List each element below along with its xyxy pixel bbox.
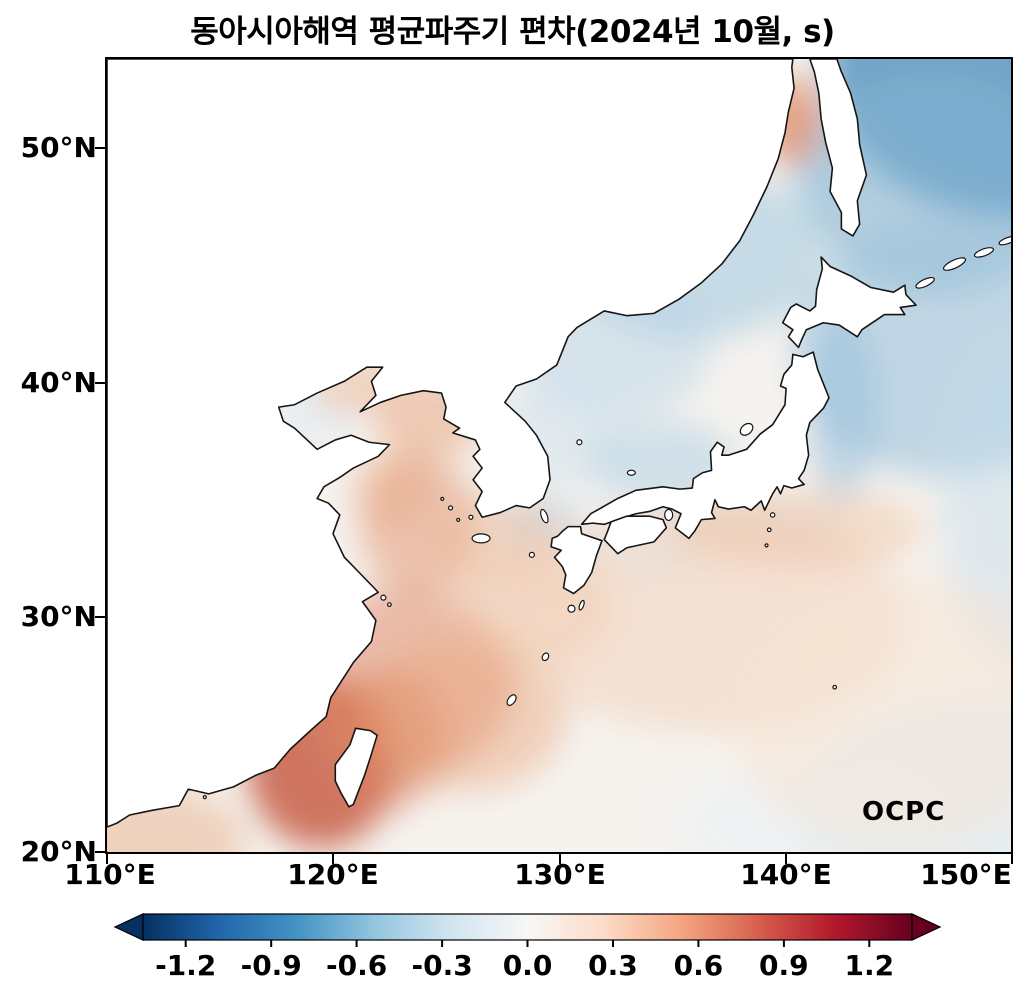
island-izu-1 bbox=[769, 512, 776, 518]
ytick-20n bbox=[95, 851, 105, 853]
xtick-label-120e: 120°E bbox=[287, 858, 379, 891]
xtick-label-140e: 140°E bbox=[740, 858, 832, 891]
xtick-label-130e: 130°E bbox=[514, 858, 606, 891]
island-yakushima bbox=[567, 604, 576, 613]
island-okinawa bbox=[506, 694, 517, 706]
xtick-120e bbox=[332, 854, 334, 864]
xtick-110e bbox=[106, 854, 108, 864]
island-oki bbox=[626, 469, 636, 476]
island-ogasawara bbox=[832, 684, 838, 690]
colorbar bbox=[112, 913, 942, 953]
island-kuril-3 bbox=[973, 247, 995, 258]
island-izu-3 bbox=[764, 543, 769, 548]
coastline-sakhalin bbox=[809, 59, 868, 237]
cbar-label-neg0_3: -0.3 bbox=[411, 949, 473, 982]
cbar-label-0_6: 0.6 bbox=[673, 949, 724, 982]
island-amami bbox=[541, 652, 550, 662]
colorbar-right-arrow bbox=[911, 913, 942, 941]
ytick-30n bbox=[95, 616, 105, 618]
xtick-140e bbox=[785, 854, 787, 864]
ytick-label-30n: 30°N bbox=[20, 600, 97, 633]
colorbar-ticks bbox=[184, 940, 871, 947]
island-ulleungdo bbox=[576, 439, 583, 446]
xtick-150e bbox=[1011, 854, 1013, 864]
island-sado bbox=[739, 422, 754, 436]
xtick-130e bbox=[559, 854, 561, 864]
island-korea-sw-1 bbox=[447, 505, 454, 511]
island-zhoushan-1 bbox=[380, 594, 387, 601]
xtick-label-150e: 150°E bbox=[920, 858, 1012, 891]
ytick-50n bbox=[95, 147, 105, 149]
island-kuril-1 bbox=[915, 276, 935, 289]
island-korea-sw-3 bbox=[456, 517, 461, 522]
map-canvas bbox=[107, 59, 1011, 852]
cbar-label-0_9: 0.9 bbox=[758, 949, 809, 982]
coastlines bbox=[107, 59, 917, 828]
coastline-taiwan bbox=[334, 727, 378, 808]
ytick-label-50n: 50°N bbox=[20, 131, 97, 164]
island-jeju bbox=[471, 533, 491, 544]
island-tanegashima bbox=[578, 599, 585, 611]
island-kuril-2 bbox=[942, 257, 967, 271]
island-awaji bbox=[664, 508, 674, 522]
ytick-label-20n: 20°N bbox=[20, 835, 97, 868]
cbar-label-neg1_2: -1.2 bbox=[155, 949, 217, 982]
cbar-label-neg0_9: -0.9 bbox=[240, 949, 302, 982]
island-zhoushan-2 bbox=[386, 602, 392, 608]
coastline-honshu bbox=[580, 351, 830, 540]
cbar-label-0_0: 0.0 bbox=[502, 949, 553, 982]
xtick-label-110e: 110°E bbox=[64, 858, 156, 891]
coastline-mainland-asia-korea bbox=[107, 59, 795, 828]
coastline-kyushu bbox=[550, 525, 603, 595]
ytick-label-40n: 40°N bbox=[20, 366, 97, 399]
colorbar-canvas bbox=[113, 913, 942, 947]
island-goto bbox=[528, 551, 535, 558]
ytick-40n bbox=[95, 382, 105, 384]
colorbar-gradient bbox=[142, 913, 913, 941]
small-islands bbox=[202, 235, 1011, 800]
island-kuril-4 bbox=[998, 235, 1011, 246]
anomaly-field bbox=[107, 59, 1011, 852]
colorbar-left-arrow bbox=[113, 913, 144, 941]
coastline-shikoku bbox=[603, 515, 668, 555]
chart-title: 동아시아해역 평균파주기 편차(2024년 10월, s) bbox=[190, 14, 835, 50]
cbar-label-1_2: 1.2 bbox=[844, 949, 895, 982]
island-korea-sw-2 bbox=[468, 514, 474, 520]
cbar-label-neg0_6: -0.6 bbox=[325, 949, 388, 982]
map-plot-area bbox=[105, 57, 1013, 854]
island-tsushima bbox=[540, 508, 549, 524]
ocpc-logo: OCPC bbox=[862, 797, 946, 827]
cbar-label-0_3: 0.3 bbox=[588, 949, 638, 982]
island-hongkong bbox=[202, 795, 207, 800]
island-korea-sw-4 bbox=[440, 496, 445, 501]
coastline-hokkaido bbox=[781, 256, 917, 349]
island-izu-2 bbox=[766, 527, 772, 533]
